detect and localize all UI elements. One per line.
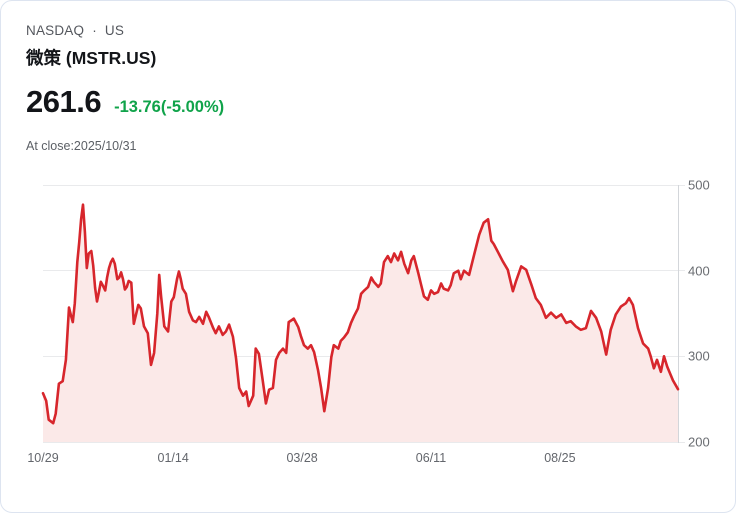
last-price: 261.6	[26, 84, 102, 119]
as-of-label: At close:2025/10/31	[26, 139, 137, 153]
gridline	[43, 270, 685, 272]
region-label: US	[104, 23, 125, 38]
price-change: -13.76(-5.00%)	[114, 98, 225, 116]
y-axis-line	[678, 185, 679, 443]
exchange-line: NASDAQ · US	[26, 23, 124, 38]
x-axis-label: 10/29	[27, 451, 59, 465]
price-line	[41, 203, 680, 425]
y-axis-label: 500	[688, 177, 710, 193]
x-axis-label: 03/28	[286, 451, 318, 465]
y-axis-label: 200	[688, 434, 710, 450]
y-axis-label: 400	[688, 263, 710, 279]
price-row: 261.6 -13.76(-5.00%)	[26, 84, 224, 120]
exchange-label: NASDAQ	[26, 23, 85, 38]
dot-separator: ·	[92, 23, 97, 38]
x-axis-label: 06/11	[415, 451, 447, 465]
x-axis-label: 08/25	[544, 451, 576, 465]
price-area-fill	[43, 204, 678, 442]
y-axis-label: 300	[688, 348, 710, 364]
x-axis-label: 01/14	[157, 451, 189, 465]
price-line-svg	[41, 203, 680, 442]
price-area-chart[interactable]: 500 400 300 200 10/29 01/14 03/28 06/11 08/25	[27, 178, 709, 466]
gridline	[43, 184, 685, 186]
gridline	[43, 441, 685, 443]
stock-title: 微策 (MSTR.US)	[26, 48, 157, 68]
